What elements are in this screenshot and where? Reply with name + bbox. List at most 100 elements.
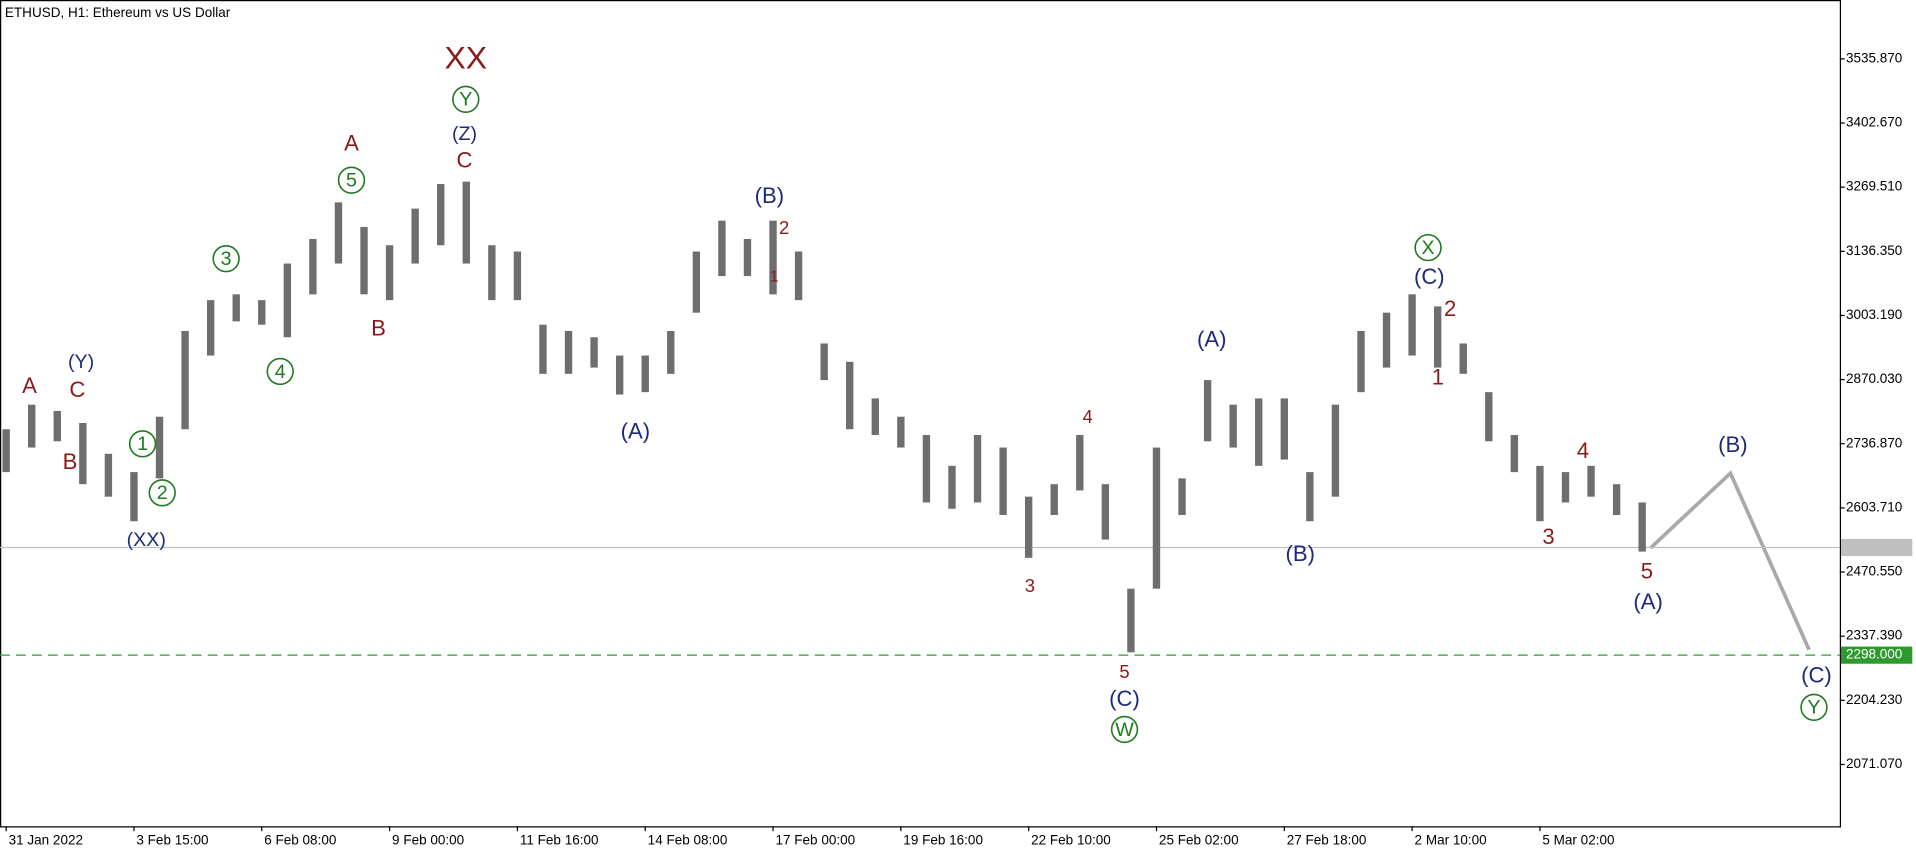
price-bar <box>1587 465 1595 497</box>
x-tick-label: 25 Feb 02:00 <box>1159 833 1239 848</box>
price-bar <box>615 355 624 395</box>
wave-label: 5 <box>1641 558 1653 583</box>
price-bar <box>1638 502 1646 552</box>
price-bar <box>1178 478 1186 515</box>
x-tick-label: 31 Jan 2022 <box>9 833 83 848</box>
x-tick-label: 19 Feb 16:00 <box>903 833 983 848</box>
price-bar <box>1306 472 1314 522</box>
y-tick-label: 3269.510 <box>1846 179 1902 194</box>
x-tick-label: 14 Feb 08:00 <box>648 833 728 848</box>
price-bar <box>462 181 470 264</box>
price-bar <box>2 429 10 473</box>
wave-circle <box>337 166 366 194</box>
wave-label: 3 <box>1542 524 1554 549</box>
wave-circle <box>266 357 294 386</box>
price-bar <box>948 465 956 509</box>
y-tick-label: 2071.070 <box>1846 756 1902 771</box>
price-bar <box>973 435 982 503</box>
price-bar <box>1433 306 1442 368</box>
price-bar <box>79 422 87 485</box>
x-tick-label: 6 Feb 08:00 <box>264 833 336 848</box>
price-bar <box>385 245 394 301</box>
wave-label-circled: X <box>1422 237 1435 259</box>
wave-label: C <box>457 148 473 173</box>
price-bar <box>411 208 419 264</box>
wave-label: (Z) <box>452 123 477 145</box>
wave-label-circled: 1 <box>137 433 148 455</box>
price-label: 2298.000 <box>1846 647 1902 662</box>
wave-circle <box>452 85 480 113</box>
x-tick-label: 9 Feb 00:00 <box>392 833 464 848</box>
wave-circle <box>1414 233 1442 262</box>
wave-label-circled: 2 <box>157 482 168 504</box>
price-bar <box>1203 380 1212 442</box>
x-tick-label: 27 Feb 18:00 <box>1287 833 1367 848</box>
y-tick-label: 2870.030 <box>1846 371 1902 386</box>
wave-label-circled: W <box>1115 719 1134 741</box>
price-bar <box>871 398 879 436</box>
y-tick-label: 2204.230 <box>1846 692 1902 707</box>
price-bar <box>334 202 343 264</box>
price-bar <box>130 472 138 522</box>
y-tick-label: 2470.550 <box>1846 564 1902 579</box>
plot-frame <box>0 0 1842 828</box>
y-tick-label: 3402.670 <box>1846 115 1902 130</box>
price-bar <box>1280 398 1288 460</box>
wave-circle <box>148 479 176 507</box>
wave-label: (B) <box>755 183 784 208</box>
price-bar <box>1101 484 1110 540</box>
price-bar <box>1024 496 1033 558</box>
price-bar <box>692 251 701 313</box>
wave-label: 3 <box>1025 575 1035 596</box>
wave-label: (B) <box>1718 432 1747 457</box>
wave-circle <box>1800 693 1828 722</box>
wave-label: (B) <box>1286 541 1315 566</box>
wave-label-circled: Y <box>1807 697 1820 719</box>
y-tick-label: 3003.190 <box>1846 307 1902 322</box>
wave-label: C <box>69 377 85 402</box>
y-tick-label: 3535.870 <box>1846 50 1902 65</box>
price-bar <box>1408 294 1416 356</box>
price-bar <box>1485 392 1493 442</box>
price-bar <box>564 330 573 374</box>
price-bar <box>1127 588 1135 653</box>
wave-label: 1 <box>1432 365 1444 390</box>
wave-circle <box>212 244 240 273</box>
price-bar <box>309 238 317 295</box>
price-bar <box>1152 447 1161 589</box>
wave-label: XX <box>444 40 487 76</box>
price-bar <box>897 416 905 448</box>
wave-label: 4 <box>1577 438 1589 463</box>
wave-label: (A) <box>1197 327 1226 352</box>
price-bar <box>360 226 368 295</box>
price-bar <box>846 361 854 430</box>
wave-label-circled: 5 <box>346 170 357 192</box>
price-bar <box>1255 398 1263 466</box>
wave-circle <box>128 430 157 458</box>
price-bar <box>718 220 726 277</box>
wave-label-circled: 3 <box>221 248 232 270</box>
price-bar <box>155 416 164 479</box>
price-bar <box>1510 435 1519 473</box>
price-bar <box>769 220 777 295</box>
wave-label: B <box>63 449 78 474</box>
x-tick-label: 11 Feb 16:00 <box>520 833 599 848</box>
projection-path <box>1649 470 1811 651</box>
price-bar <box>28 404 36 448</box>
price-bar <box>1536 465 1544 522</box>
y-tick-label: 2736.870 <box>1846 435 1902 450</box>
price-bar <box>437 184 445 246</box>
wave-label: 2 <box>779 217 789 238</box>
x-tick-label: 17 Feb 00:00 <box>775 833 855 848</box>
price-label-box <box>1841 538 1913 557</box>
price-bar <box>258 300 266 325</box>
price-bar <box>1050 484 1058 515</box>
wave-label: (A) <box>621 419 650 444</box>
price-bar <box>820 343 828 381</box>
price-bar <box>232 294 240 322</box>
wave-label: 5 <box>1119 661 1129 682</box>
wave-label: (A) <box>1633 589 1662 614</box>
chart-title: ETHUSD, H1: Ethereum vs US Dollar <box>5 5 231 20</box>
price-bar <box>667 330 675 374</box>
